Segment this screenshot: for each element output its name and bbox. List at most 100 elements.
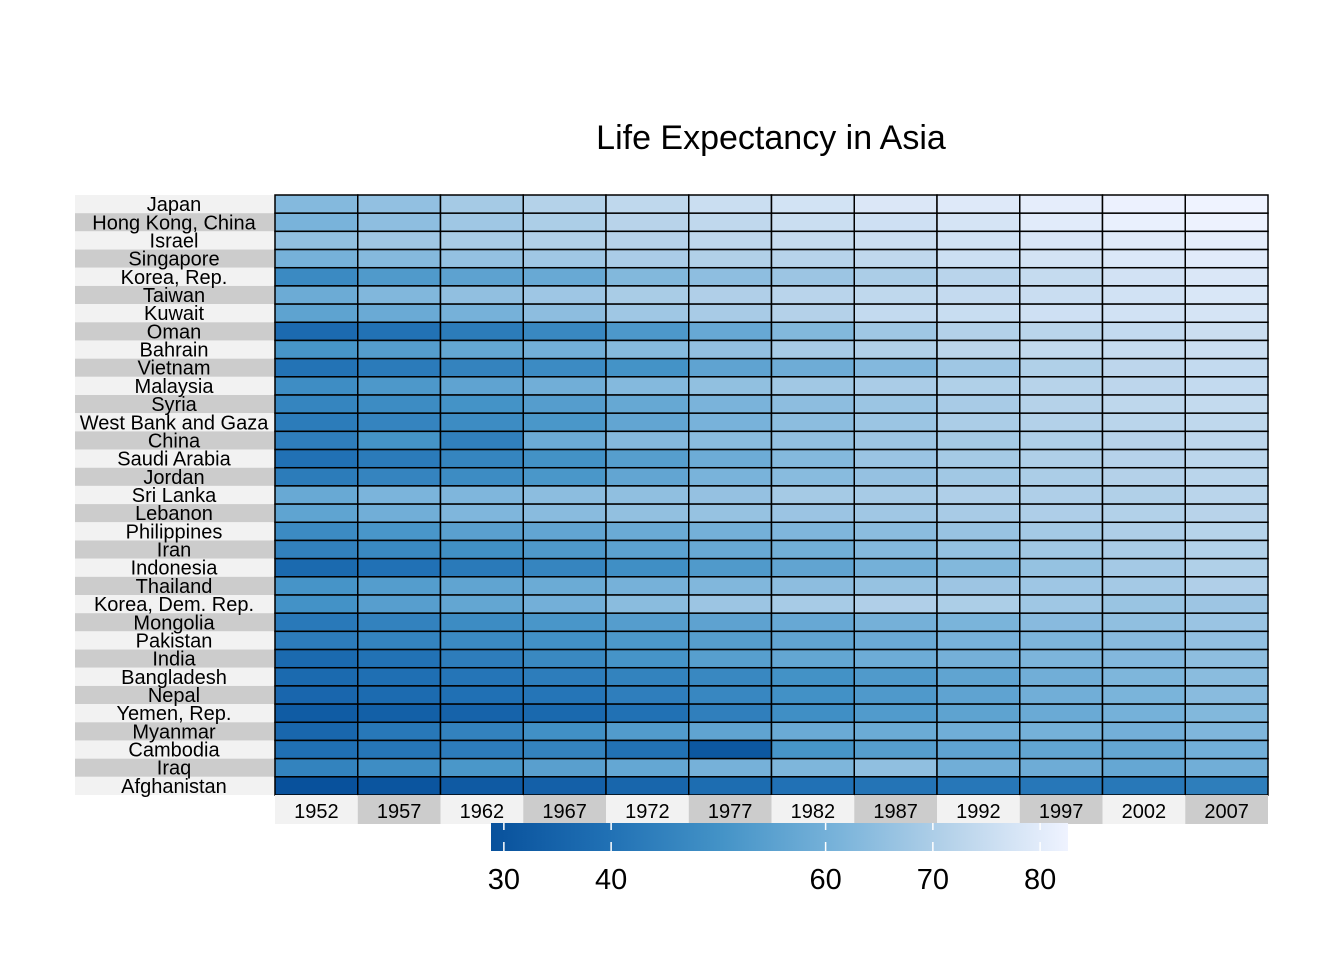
row-label-sri-lanka: Sri Lanka — [132, 485, 217, 507]
cell-west-bank-and-gaza-2002 — [1101, 412, 1186, 433]
row-band-kuwait — [75, 304, 275, 323]
cell-iran-2002 — [1101, 539, 1186, 560]
cell-cambodia-1952 — [274, 739, 359, 760]
cell-indonesia-1997 — [1019, 557, 1104, 578]
row-label-bahrain: Bahrain — [140, 340, 209, 362]
cell-lebanon-1987 — [853, 503, 938, 524]
cell-jordan-1952 — [274, 466, 359, 487]
cell-singapore-1987 — [853, 248, 938, 269]
cell-japan-1972 — [605, 194, 690, 214]
cell-thailand-1952 — [274, 576, 359, 596]
cell-syria-2002 — [1101, 394, 1186, 414]
cell-iran-1982 — [770, 539, 855, 560]
cell-china-1987 — [853, 430, 938, 451]
row-band-india — [75, 649, 275, 668]
cell-kuwait-1987 — [853, 303, 938, 324]
cell-iraq-1982 — [770, 757, 855, 778]
cell-korea-dem-rep-1977 — [688, 594, 773, 614]
row-band-china — [75, 431, 275, 450]
cell-yemen-rep-1972 — [605, 703, 690, 724]
cell-cambodia-1997 — [1019, 739, 1104, 760]
cell-india-1967 — [522, 648, 607, 669]
row-label-bands — [75, 195, 275, 795]
column-label-1977: 1977 — [708, 801, 753, 823]
cell-india-1997 — [1019, 648, 1104, 669]
cell-korea-dem-rep-1987 — [853, 594, 938, 614]
row-band-korea-rep — [75, 267, 275, 286]
cell-korea-dem-rep-1982 — [770, 594, 855, 614]
cell-bangladesh-1992 — [936, 666, 1021, 687]
cell-thailand-1982 — [770, 576, 855, 596]
cell-philippines-1977 — [688, 521, 773, 542]
row-label-japan: Japan — [147, 194, 202, 216]
cell-india-1992 — [936, 648, 1021, 669]
cell-kuwait-2002 — [1101, 303, 1186, 324]
cell-china-1977 — [688, 430, 773, 451]
cell-india-1982 — [770, 648, 855, 669]
row-band-syria — [75, 395, 275, 414]
cell-israel-1997 — [1019, 230, 1104, 251]
cell-philippines-1972 — [605, 521, 690, 542]
cell-oman-1982 — [770, 321, 855, 342]
column-label-1962: 1962 — [460, 801, 505, 823]
cell-kuwait-2007 — [1184, 303, 1269, 324]
cell-philippines-1962 — [439, 521, 524, 542]
cell-taiwan-1952 — [274, 285, 359, 305]
row-label-hong-kong-china: Hong Kong, China — [92, 212, 256, 234]
cell-myanmar-1967 — [522, 721, 607, 742]
cell-bahrain-1952 — [274, 339, 359, 360]
cell-hong-kong-china-2007 — [1184, 212, 1269, 233]
cell-lebanon-1972 — [605, 503, 690, 524]
cell-malaysia-1967 — [522, 376, 607, 396]
cell-philippines-1952 — [274, 521, 359, 542]
cell-bahrain-1997 — [1019, 339, 1104, 360]
cell-japan-1967 — [522, 194, 607, 214]
cell-philippines-1992 — [936, 521, 1021, 542]
cell-korea-dem-rep-1992 — [936, 594, 1021, 614]
cell-thailand-1967 — [522, 576, 607, 596]
row-label-malaysia: Malaysia — [135, 376, 215, 398]
cell-vietnam-2002 — [1101, 357, 1186, 378]
cell-saudi-arabia-1972 — [605, 448, 690, 469]
cell-pakistan-1992 — [936, 630, 1021, 651]
cell-japan-1962 — [439, 194, 524, 214]
legend-label-40: 40 — [595, 864, 627, 896]
cell-hong-kong-china-1972 — [605, 212, 690, 233]
column-label-1997: 1997 — [1039, 801, 1084, 823]
row-band-iraq — [75, 758, 275, 777]
cell-philippines-1982 — [770, 521, 855, 542]
cell-oman-1997 — [1019, 321, 1104, 342]
column-label-2002: 2002 — [1122, 801, 1167, 823]
cell-iran-1987 — [853, 539, 938, 560]
cell-iraq-1992 — [936, 757, 1021, 778]
row-label-oman: Oman — [147, 321, 201, 343]
cell-yemen-rep-1997 — [1019, 703, 1104, 724]
cell-lebanon-1992 — [936, 503, 1021, 524]
cell-iraq-1997 — [1019, 757, 1104, 778]
cell-japan-1977 — [688, 194, 773, 214]
cell-sri-lanka-1952 — [274, 485, 359, 505]
cell-cambodia-2002 — [1101, 739, 1186, 760]
cell-india-1957 — [357, 648, 442, 669]
row-label-lebanon: Lebanon — [135, 503, 213, 525]
cell-bahrain-1992 — [936, 339, 1021, 360]
cell-india-2007 — [1184, 648, 1269, 669]
cell-singapore-1957 — [357, 248, 442, 269]
cell-philippines-2002 — [1101, 521, 1186, 542]
cell-lebanon-1952 — [274, 503, 359, 524]
cell-india-1972 — [605, 648, 690, 669]
cell-sri-lanka-1992 — [936, 485, 1021, 505]
cell-bahrain-1982 — [770, 339, 855, 360]
cell-bangladesh-1977 — [688, 666, 773, 687]
column-label-1982: 1982 — [791, 801, 836, 823]
cell-lebanon-1997 — [1019, 503, 1104, 524]
cell-sri-lanka-1957 — [357, 485, 442, 505]
cell-korea-rep-1987 — [853, 266, 938, 287]
cell-syria-1992 — [936, 394, 1021, 414]
cell-korea-dem-rep-1967 — [522, 594, 607, 614]
cell-indonesia-1952 — [274, 557, 359, 578]
cell-malaysia-1977 — [688, 376, 773, 396]
cell-korea-rep-1977 — [688, 266, 773, 287]
cell-syria-1972 — [605, 394, 690, 414]
cell-israel-1992 — [936, 230, 1021, 251]
